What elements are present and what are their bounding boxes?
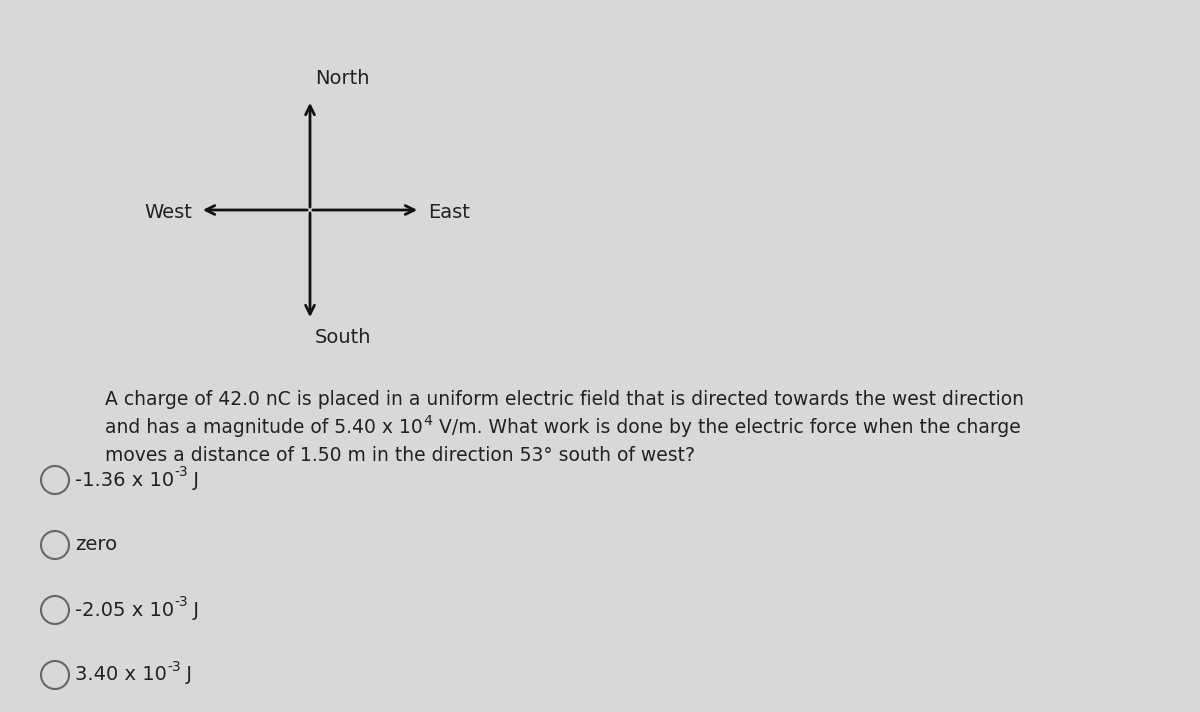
Text: and has a magnitude of 5.40 x 10: and has a magnitude of 5.40 x 10 bbox=[106, 418, 422, 437]
Text: J: J bbox=[180, 666, 192, 684]
Text: -3: -3 bbox=[167, 660, 181, 674]
Text: zero: zero bbox=[74, 535, 118, 555]
Text: -1.36 x 10: -1.36 x 10 bbox=[74, 471, 174, 490]
Text: West: West bbox=[144, 202, 192, 221]
Text: J: J bbox=[187, 600, 199, 619]
Text: North: North bbox=[314, 69, 370, 88]
Text: 3.40 x 10: 3.40 x 10 bbox=[74, 666, 167, 684]
Text: -3: -3 bbox=[174, 595, 188, 609]
Text: J: J bbox=[187, 471, 199, 490]
Text: East: East bbox=[428, 202, 470, 221]
Text: South: South bbox=[314, 328, 372, 347]
Text: V/m. What work is done by the electric force when the charge: V/m. What work is done by the electric f… bbox=[433, 418, 1020, 437]
Text: -2.05 x 10: -2.05 x 10 bbox=[74, 600, 174, 619]
Text: 4: 4 bbox=[422, 414, 432, 428]
Text: A charge of 42.0 nC is placed in a uniform electric field that is directed towar: A charge of 42.0 nC is placed in a unifo… bbox=[106, 390, 1024, 409]
Text: moves a distance of 1.50 m in the direction 53° south of west?: moves a distance of 1.50 m in the direct… bbox=[106, 446, 695, 465]
Text: -3: -3 bbox=[174, 466, 188, 479]
